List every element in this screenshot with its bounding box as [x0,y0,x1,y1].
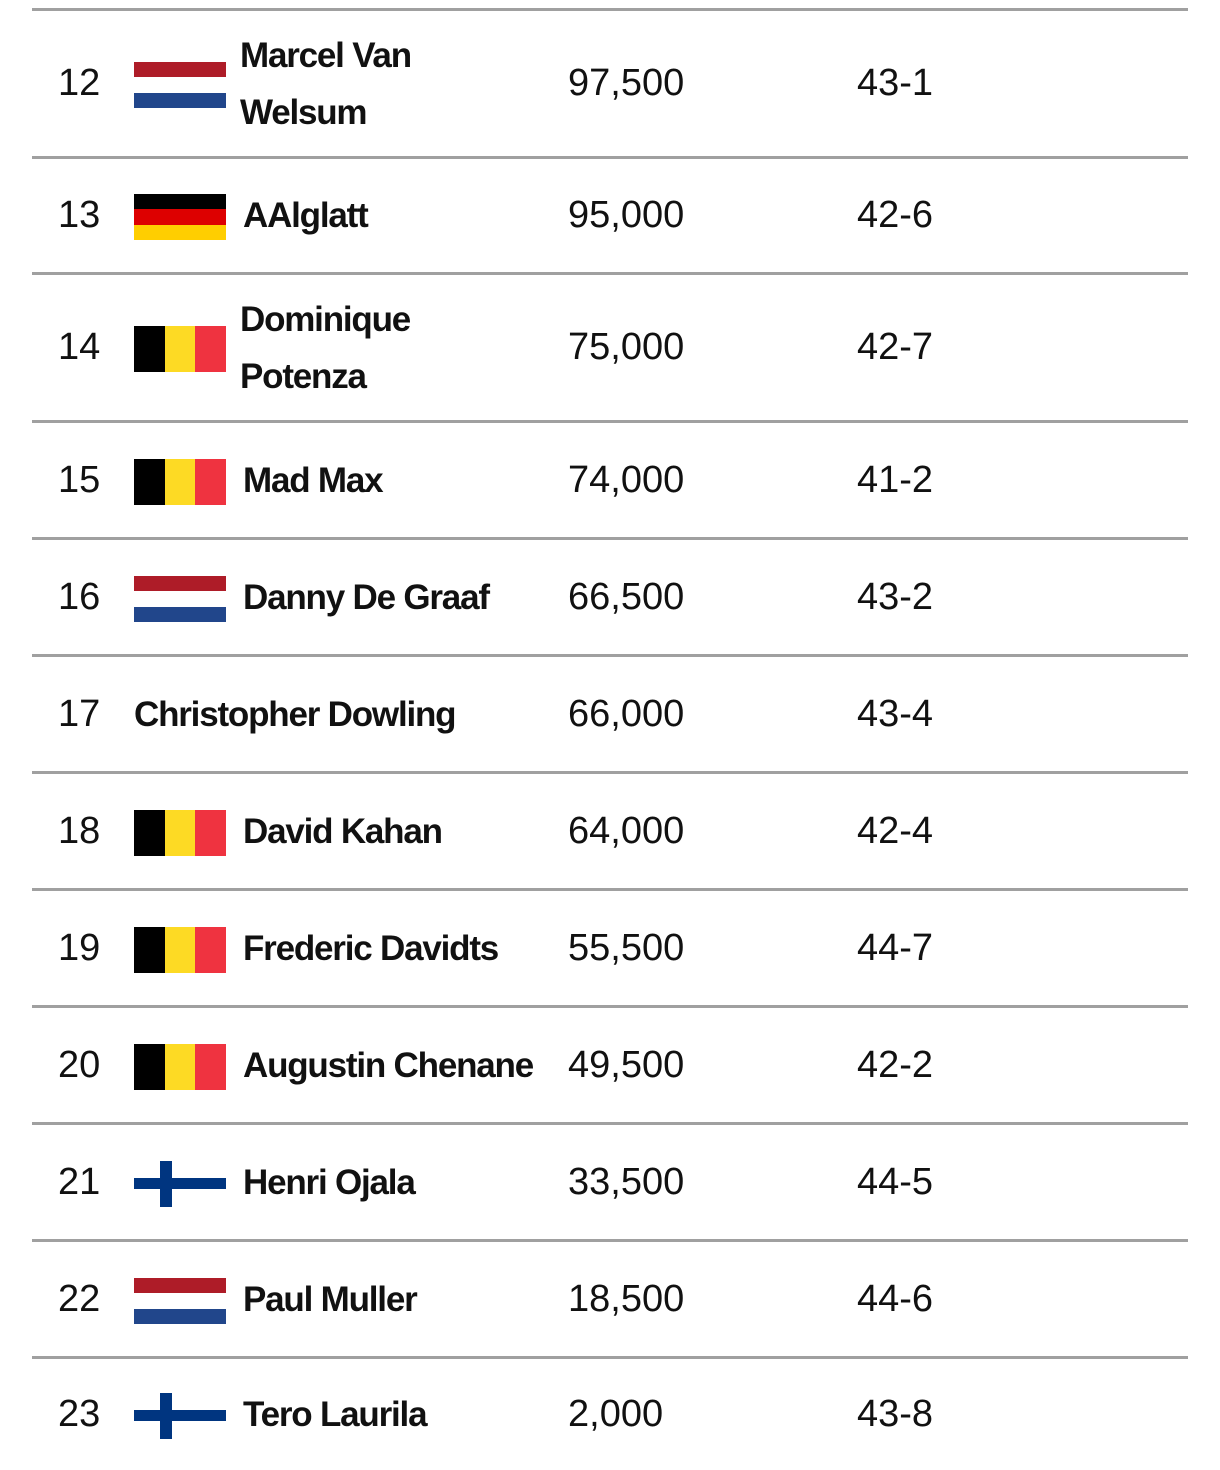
points: 66,000 [568,692,685,735]
record: 43-2 [857,575,934,618]
flag-icon [134,458,226,505]
rank: 15 [58,458,101,501]
ranking-list: 12 Marcel Van Welsum 97,500 43-1 13 AAlglatt 9… [32,8,1188,1470]
rank: 14 [58,326,101,368]
rank: 17 [58,692,101,735]
rank: 13 [58,194,101,236]
points: 64,000 [568,809,685,852]
points: 75,000 [568,326,685,368]
points: 33,500 [568,1160,685,1203]
record: 42-7 [857,326,934,368]
ranking-row: 12 Marcel Van Welsum 97,500 43-1 [32,8,1188,156]
ranking-row: 13 AAlglatt 95,000 42-6 [32,156,1188,272]
player-name: Dominique Potenza [240,299,411,396]
flag-icon [134,326,226,372]
player-name: Frederic Davidts [243,928,499,968]
flag-icon [134,1160,226,1207]
rank: 22 [58,1277,101,1320]
flag-icon [134,1277,226,1324]
record: 42-2 [857,1043,934,1086]
ranking-row: 16 Danny De Graaf 66,500 43-2 [32,537,1188,654]
player-name: AAlglatt [243,196,369,235]
points: 55,500 [568,926,685,969]
ranking-row: 15 Mad Max 74,000 41-2 [32,420,1188,537]
flag-icon [134,1393,226,1439]
ranking-row: 17 Christopher Dowling 66,000 43-4 [32,654,1188,771]
rank: 23 [58,1393,101,1435]
points: 18,500 [568,1277,685,1320]
ranking-row: 14 Dominique Potenza 75,000 42-7 [32,272,1188,420]
player-name: Marcel Van Welsum [240,35,412,132]
ranking-row: 18 David Kahan 64,000 42-4 [32,771,1188,888]
points: 97,500 [568,62,685,104]
player-name: Paul Muller [243,1279,418,1319]
record: 42-4 [857,809,934,852]
record: 44-7 [857,926,934,969]
flag-icon [134,194,226,240]
ranking-row: 23 Tero Laurila 2,000 43-8 [32,1356,1188,1470]
player-name: Augustin Chenane [243,1045,534,1085]
points: 49,500 [568,1043,685,1086]
record: 43-1 [857,62,934,104]
player-name: Mad Max [243,460,384,500]
ranking-row: 19 Frederic Davidts 55,500 44-7 [32,888,1188,1005]
record: 43-8 [857,1393,934,1435]
ranking-row: 20 Augustin Chenane 49,500 42-2 [32,1005,1188,1122]
player-name: Christopher Dowling [134,694,457,734]
flag-icon [134,62,226,108]
flag-icon [134,809,226,856]
record: 44-5 [857,1160,934,1203]
rank: 19 [58,926,101,969]
rank: 20 [58,1043,101,1086]
record: 42-6 [857,194,934,236]
points: 66,500 [568,575,685,618]
flag-icon [134,575,226,622]
record: 44-6 [857,1277,934,1320]
player-name: Henri Ojala [243,1162,416,1202]
rank: 18 [58,809,101,852]
rank: 21 [58,1160,101,1203]
flag-icon [134,1043,226,1090]
rank: 16 [58,575,101,618]
record: 41-2 [857,458,934,501]
player-name: David Kahan [243,811,443,851]
player-name: Tero Laurila [243,1395,428,1434]
record: 43-4 [857,692,934,735]
flag-icon [134,926,226,973]
points: 74,000 [568,458,685,501]
player-name: Danny De Graaf [243,577,490,617]
ranking-row: 21 Henri Ojala 33,500 44-5 [32,1122,1188,1239]
rank: 12 [58,62,101,104]
points: 95,000 [568,194,685,236]
points: 2,000 [568,1393,664,1435]
ranking-row: 22 Paul Muller 18,500 44-6 [32,1239,1188,1356]
